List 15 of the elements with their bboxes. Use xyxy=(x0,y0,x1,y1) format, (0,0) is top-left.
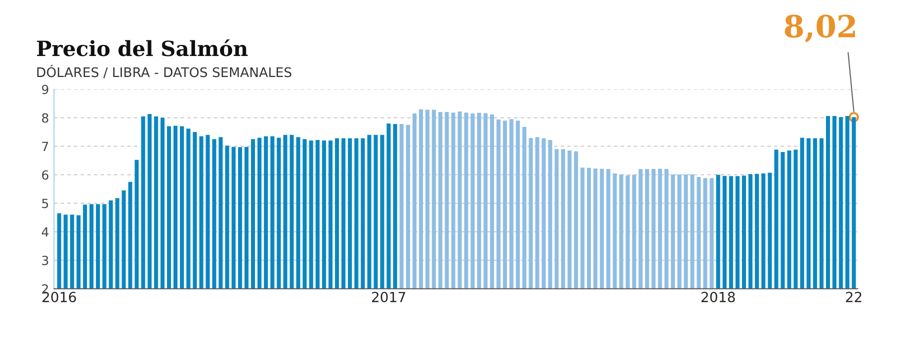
chart-title: Precio del Salmón xyxy=(36,39,248,56)
y-tick-label: 9 xyxy=(42,84,48,94)
annotation: 8,02 xyxy=(784,14,855,42)
y-tick-label: 8 xyxy=(42,113,48,123)
x-tick-label: 2017 xyxy=(372,292,406,302)
x-tick-label: 2016 xyxy=(42,292,76,302)
y-tick-label: 3 xyxy=(42,256,48,266)
y-tick-label: 7 xyxy=(42,142,48,151)
y-tick-label: 2 xyxy=(42,284,48,294)
y-tick-label: 6 xyxy=(42,170,48,180)
x-tick-label: 22 xyxy=(846,292,862,302)
x-tick-label: 2018 xyxy=(701,292,735,302)
chart-subtitle: DÓLARES / LIBRA - DATOS SEMANALES xyxy=(37,64,292,78)
y-tick-label: 5 xyxy=(42,198,48,208)
y-tick-label: 4 xyxy=(42,227,48,236)
